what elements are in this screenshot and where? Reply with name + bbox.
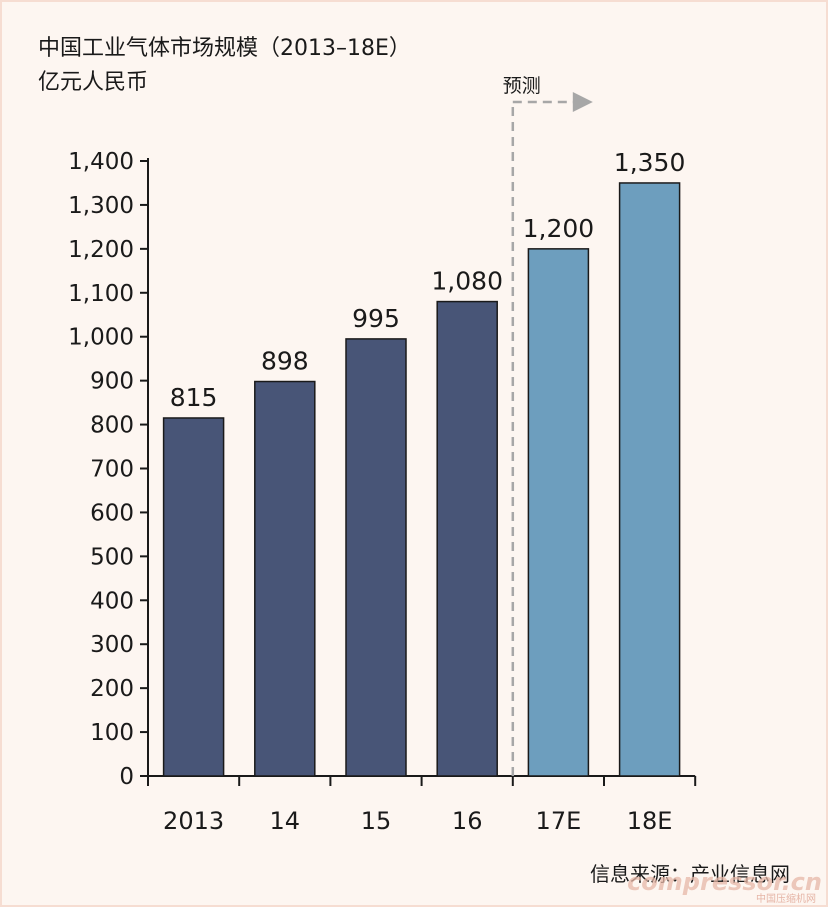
y-tick-label: 200 bbox=[90, 676, 134, 702]
data-label: 1,350 bbox=[614, 148, 686, 177]
bar bbox=[162, 417, 225, 777]
x-category-label: 15 bbox=[361, 807, 392, 835]
y-tick-label: 400 bbox=[90, 588, 134, 614]
x-category-label: 16 bbox=[452, 807, 483, 835]
y-tick-label: 100 bbox=[90, 720, 134, 746]
watermark-logo: compressor.cn bbox=[627, 868, 822, 896]
data-label: 1,200 bbox=[523, 214, 595, 243]
source-note: 信息来源：产业信息网 bbox=[590, 862, 790, 886]
y-tick-label: 0 bbox=[119, 764, 134, 790]
bar bbox=[436, 300, 498, 777]
y-tick-label: 900 bbox=[90, 369, 134, 395]
data-label: 1,080 bbox=[431, 267, 503, 296]
y-tick-label: 1,200 bbox=[68, 237, 134, 263]
watermark-subtext: 中国压缩机网 bbox=[756, 894, 816, 905]
y-tick-label: 1,000 bbox=[68, 325, 134, 351]
chart-unit-label: 亿元人民币 bbox=[38, 70, 149, 95]
data-label: 815 bbox=[170, 383, 218, 412]
data-label: 898 bbox=[261, 347, 309, 376]
forecast-label: 预测 bbox=[503, 75, 541, 97]
y-tick-label: 600 bbox=[90, 500, 134, 526]
forecast-bar bbox=[527, 248, 590, 777]
chart-title: 中国工业气体市场规模（2013–18E） bbox=[38, 36, 411, 61]
forecast-arrow-head-icon bbox=[572, 92, 593, 112]
y-tick-label: 1,100 bbox=[68, 281, 134, 307]
bar bbox=[345, 338, 407, 777]
forecast-bar bbox=[618, 182, 681, 777]
x-category-label: 14 bbox=[270, 807, 301, 835]
data-label: 995 bbox=[352, 304, 400, 333]
x-category-label: 2013 bbox=[163, 807, 224, 835]
y-tick-label: 1,300 bbox=[68, 193, 134, 219]
bar bbox=[254, 380, 316, 777]
y-tick-label: 1,400 bbox=[68, 149, 134, 175]
y-tick-label: 500 bbox=[90, 544, 134, 570]
y-tick-label: 800 bbox=[90, 413, 134, 439]
x-category-label: 17E bbox=[536, 807, 582, 835]
x-category-label: 18E bbox=[627, 807, 673, 835]
y-tick-label: 700 bbox=[90, 457, 134, 483]
y-tick-label: 300 bbox=[90, 632, 134, 658]
